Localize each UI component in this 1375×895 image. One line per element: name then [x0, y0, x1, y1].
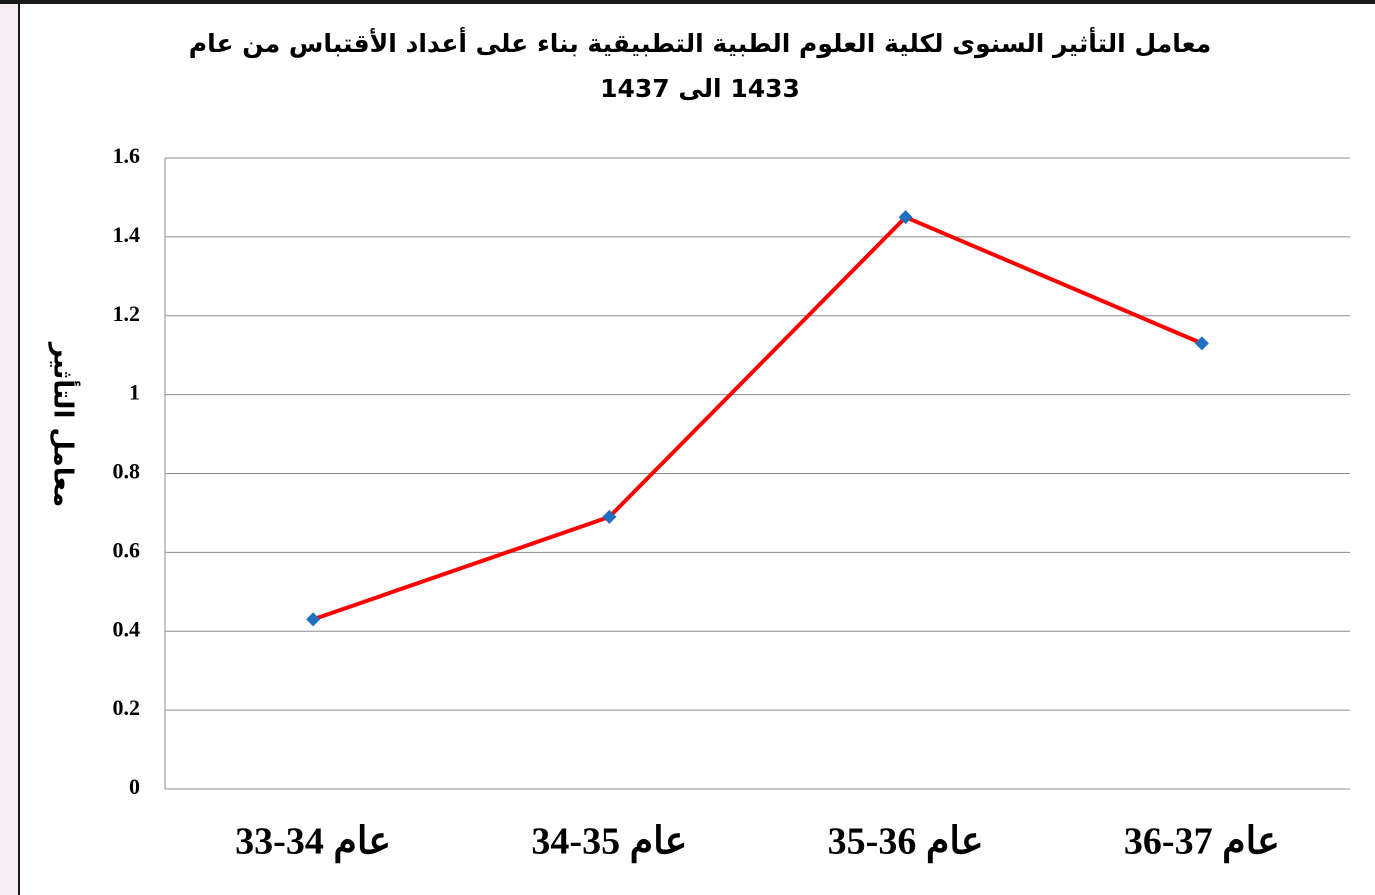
y-tick-label: 1.6 — [113, 143, 141, 168]
y-tick-label: 0.6 — [113, 537, 141, 562]
x-tick-label: عام 34-33 — [235, 821, 391, 864]
chart-title: معامل التأثير السنوى لكلية العلوم الطبية… — [189, 27, 1211, 59]
y-tick-label: 0.2 — [113, 695, 141, 720]
chart-background — [20, 4, 1375, 895]
y-tick-label: 1.4 — [113, 222, 141, 247]
side-strip — [0, 4, 18, 895]
y-tick-label: 0 — [129, 774, 140, 799]
y-axis-label: معامل التأثير — [48, 341, 81, 508]
chart-title: 1433 الى 1437 — [600, 74, 800, 103]
line-series — [312, 215, 1203, 622]
x-tick-label: عام 35-34 — [531, 821, 687, 864]
x-tick-label: عام 36-35 — [828, 821, 984, 864]
marker — [602, 509, 617, 524]
marker — [898, 210, 913, 225]
marker — [1194, 336, 1209, 351]
x-tick-label: عام 37-36 — [1124, 821, 1280, 864]
marker — [306, 612, 321, 627]
y-tick-label: 1 — [129, 380, 140, 405]
y-tick-label: 1.2 — [113, 301, 141, 326]
y-tick-label: 0.4 — [113, 616, 141, 641]
y-tick-label: 0.8 — [113, 459, 141, 484]
